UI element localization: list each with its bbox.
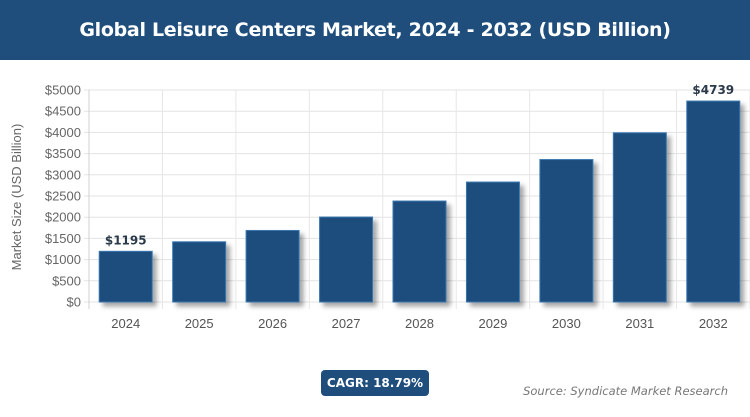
- x-tick-label: 2028: [405, 316, 434, 331]
- y-tick-label: $2000: [45, 210, 81, 225]
- x-tick-label: 2031: [625, 316, 654, 331]
- y-tick-label: $500: [52, 273, 81, 288]
- x-axis-ticks: 2024 2025 2026 2027 2028 2029 2030 2031 2032: [111, 316, 727, 331]
- bar-2024: [98, 250, 153, 303]
- y-tick-label: $5000: [45, 83, 81, 98]
- bar-2028: [392, 200, 447, 303]
- title-banner: Global Leisure Centers Market, 2024 - 20…: [0, 0, 750, 60]
- x-tick-label: 2032: [699, 316, 728, 331]
- source-note: Source: Syndicate Market Research: [523, 384, 728, 398]
- y-axis-ticks: $0 $500 $1000 $1500 $2000 $2500 $3000 $3500 $400…: [45, 83, 81, 310]
- data-labels: $1195 $4739: [105, 83, 734, 247]
- bar-2029: [465, 181, 520, 303]
- y-tick-label: $4500: [45, 104, 81, 119]
- x-tick-label: 2027: [332, 316, 361, 331]
- y-tick-label: $4000: [45, 125, 81, 140]
- bar-2031: [612, 132, 667, 303]
- y-tick-label: $3500: [45, 146, 81, 161]
- y-tick-label: $1500: [45, 231, 81, 246]
- chart-title: Global Leisure Centers Market, 2024 - 20…: [79, 19, 671, 41]
- bar-2025: [172, 241, 227, 303]
- x-tick-label: 2025: [185, 316, 214, 331]
- y-tick-label: $2500: [45, 189, 81, 204]
- bar-2026: [245, 229, 300, 303]
- x-tick-label: 2026: [258, 316, 287, 331]
- data-label: $4739: [692, 83, 734, 97]
- data-label: $1195: [105, 233, 147, 247]
- cagr-badge: CAGR: 18.79%: [321, 370, 429, 396]
- bar-2027: [319, 216, 374, 303]
- x-tick-label: 2024: [111, 316, 140, 331]
- y-tick-label: $0: [67, 295, 81, 310]
- y-tick-label: $1000: [45, 252, 81, 267]
- bars: [98, 100, 741, 303]
- y-tick-label: $3000: [45, 167, 81, 182]
- y-axis-label: Market Size (USD Billion): [9, 124, 24, 271]
- x-tick-label: 2029: [478, 316, 507, 331]
- bar-2032: [686, 100, 741, 303]
- bar-2030: [539, 159, 594, 303]
- x-tick-label: 2030: [552, 316, 581, 331]
